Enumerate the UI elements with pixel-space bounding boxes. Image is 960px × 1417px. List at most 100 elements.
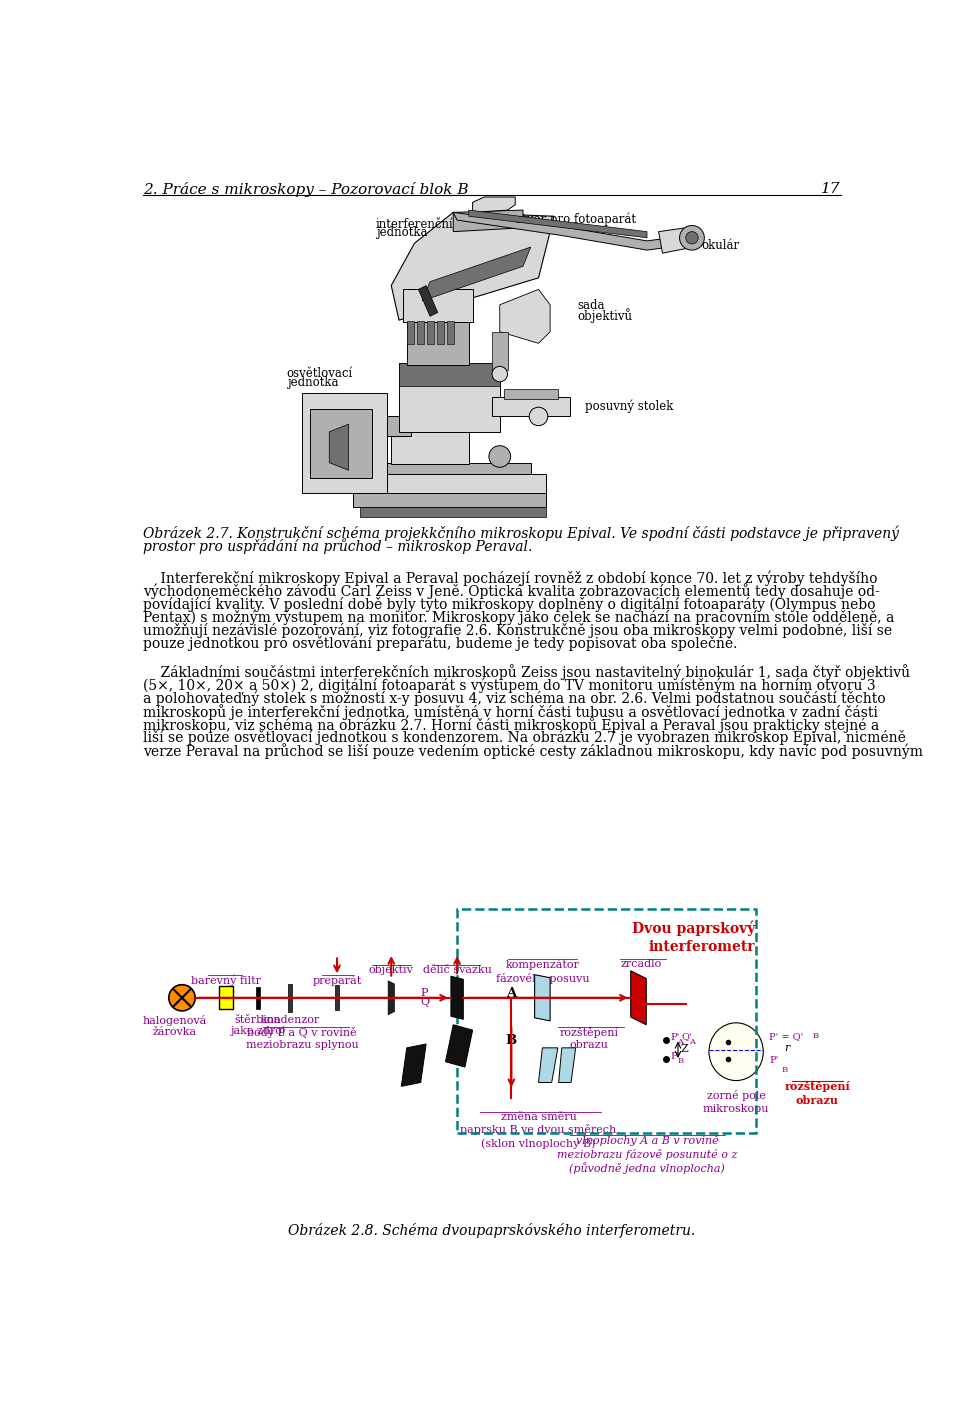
Bar — [407, 320, 468, 364]
Polygon shape — [453, 210, 523, 231]
Text: východoneměckého závodu Carl Zeiss v Jeně. Optická kvalita zobrazovacích element: východoneměckého závodu Carl Zeiss v Jen… — [143, 584, 880, 599]
Text: verze Peraval na průchod se liší pouze vedením optické cesty základnou mikroskop: verze Peraval na průchod se liší pouze v… — [143, 743, 924, 758]
Text: Základními součástmi interferekčních mikroskopů Zeiss jsou nastavitelný binokulá: Základními součástmi interferekčních mik… — [143, 665, 910, 680]
Bar — [417, 322, 423, 344]
Text: A: A — [689, 1037, 695, 1046]
Text: vlnoplochy A a B v rovině
meziobrazu fázově posunuté o z
(původně jedna vlnoploc: vlnoplochy A a B v rovině meziobrazu fáz… — [557, 1135, 737, 1175]
Text: objektiv: objektiv — [369, 965, 414, 975]
Circle shape — [680, 225, 705, 251]
Text: A: A — [677, 1037, 684, 1046]
Text: objektivů: objektivů — [577, 307, 633, 323]
Text: 17: 17 — [821, 181, 841, 196]
Bar — [392, 432, 468, 465]
Text: a polohovateďný stolek s možností x-y posuvu 4, viz schéma na obr. 2.6. Velmi po: a polohovateďný stolek s možností x-y po… — [143, 690, 886, 706]
Text: B: B — [781, 1066, 787, 1074]
Text: osvětlovací: osvětlovací — [287, 367, 352, 380]
Circle shape — [492, 367, 508, 381]
Text: kompenzátor
fázového posuvu: kompenzátor fázového posuvu — [495, 959, 589, 983]
Text: A: A — [506, 988, 516, 1000]
Bar — [302, 394, 388, 493]
Text: r: r — [783, 1043, 789, 1053]
Text: P': P' — [670, 1051, 680, 1061]
Text: rozštěpení
obrazu: rozštěpení obrazu — [784, 1081, 851, 1105]
Polygon shape — [453, 213, 670, 251]
Circle shape — [169, 985, 195, 1010]
Bar — [288, 983, 292, 1012]
Text: preparát: preparát — [312, 975, 362, 986]
Polygon shape — [329, 424, 348, 470]
Text: body P a Q v rovině
meziobrazu splynou: body P a Q v rovině meziobrazu splynou — [246, 1027, 358, 1050]
Text: změna směru
paprsku B ve dvou směrech
(sklon vlnoplochy B): změna směru paprsku B ve dvou směrech (s… — [461, 1112, 616, 1149]
Bar — [360, 507, 546, 517]
Text: barevný filtr: barevný filtr — [191, 975, 261, 986]
Bar — [504, 390, 558, 398]
Bar — [407, 322, 414, 344]
Text: interferenční: interferenční — [375, 218, 453, 231]
Text: (5×, 10×, 20× a 50×) 2, digitální fotoaparát s výstupem do TV monitoru umístěným: (5×, 10×, 20× a 50×) 2, digitální fotoap… — [143, 677, 876, 693]
Polygon shape — [388, 981, 395, 1015]
Bar — [388, 417, 411, 435]
Text: umožňují nezávislé pozorování, viz fotografie 2.6. Konstrukčně jsou oba mikrosko: umožňují nezávislé pozorování, viz fotog… — [143, 623, 893, 638]
Bar — [360, 475, 546, 496]
Bar — [256, 988, 260, 1009]
Text: Pentax) s možným výstupem na monitor. Mikroskopy jako celek se nachází na pracov: Pentax) s možným výstupem na monitor. Mi… — [143, 609, 895, 625]
Bar — [427, 322, 434, 344]
Bar — [399, 363, 500, 432]
Text: okulár: okulár — [701, 239, 739, 252]
Text: sada: sada — [577, 299, 605, 312]
Bar — [403, 289, 472, 322]
Polygon shape — [468, 210, 647, 238]
Polygon shape — [535, 975, 550, 1020]
Text: jednotka: jednotka — [287, 376, 338, 388]
Polygon shape — [399, 363, 500, 385]
Text: Q: Q — [420, 998, 430, 1007]
Bar — [457, 910, 756, 1132]
Text: povídající kvality. V poslední době byly tyto mikroskopy doplněny o digitální fo: povídající kvality. V poslední době byly… — [143, 597, 876, 612]
Text: Interferekční mikroskopy Epival a Peraval pocházejí rovněž z období konce 70. le: Interferekční mikroskopy Epival a Perava… — [143, 571, 877, 587]
Text: Q': Q' — [682, 1033, 692, 1041]
Bar — [335, 985, 339, 1010]
Text: P': P' — [770, 1057, 779, 1066]
Text: Obrázek 2.7. Konstrukční schéma projekkčního mikroskopu Epival. Ve spodní části : Obrázek 2.7. Konstrukční schéma projekkč… — [143, 526, 900, 541]
Text: mikroskopů je interferekční jednotka, umístěná v horní části tubusu a osvětlovac: mikroskopů je interferekční jednotka, um… — [143, 704, 878, 720]
Bar — [447, 322, 454, 344]
Bar — [352, 493, 546, 507]
Polygon shape — [392, 213, 554, 320]
Polygon shape — [451, 976, 464, 1019]
Text: mikroskopu, viz schéma na obrázku 2.7. Horní části mikroskopů Epival a Peraval j: mikroskopu, viz schéma na obrázku 2.7. H… — [143, 717, 879, 733]
Text: kondenzor: kondenzor — [261, 1015, 320, 1024]
Text: 2. Práce s mikroskopy – Pozorovací blok B: 2. Práce s mikroskopy – Pozorovací blok … — [143, 181, 468, 197]
Polygon shape — [659, 228, 693, 254]
Polygon shape — [631, 971, 646, 1024]
Text: B: B — [506, 1033, 517, 1047]
Text: Dvou paprskový
interferometr: Dvou paprskový interferometr — [632, 921, 756, 954]
Polygon shape — [445, 1024, 472, 1067]
Bar — [310, 408, 372, 478]
Text: zrcadlo: zrcadlo — [620, 959, 661, 969]
Bar — [492, 332, 508, 370]
Polygon shape — [539, 1047, 558, 1083]
Bar — [437, 322, 444, 344]
Text: pouze jednotkou pro osvětlování preparátu, budeme je tedy popisovat oba společně: pouze jednotkou pro osvětlování preparát… — [143, 636, 737, 650]
Text: liší se pouze osvětlovací jednotkou s kondenzorem. Na obrázku 2.7 je vyobrazen m: liší se pouze osvětlovací jednotkou s ko… — [143, 730, 906, 745]
Text: jednotka: jednotka — [375, 227, 427, 239]
Text: Obrázek 2.8. Schéma dvoupaprskóvského interferometru.: Obrázek 2.8. Schéma dvoupaprskóvského in… — [288, 1223, 696, 1238]
Text: prostor pro uspřádání na průchod – mikroskop Peraval.: prostor pro uspřádání na průchod – mikro… — [143, 538, 533, 554]
Circle shape — [685, 231, 698, 244]
Polygon shape — [401, 1044, 426, 1087]
Polygon shape — [500, 289, 550, 343]
Polygon shape — [472, 197, 516, 213]
Text: Z: Z — [681, 1044, 688, 1054]
Text: zorné pole
mikroskopu: zorné pole mikroskopu — [703, 1090, 769, 1114]
Polygon shape — [422, 247, 531, 300]
Text: dělič svazku: dělič svazku — [422, 965, 492, 975]
Text: P' = Q': P' = Q' — [770, 1032, 804, 1041]
Text: otvor pro fotoaparát: otvor pro fotoaparát — [516, 213, 636, 225]
Text: B: B — [812, 1032, 818, 1040]
Text: štěrbina
jako zdroj: štěrbina jako zdroj — [230, 1015, 286, 1036]
Text: rozštěpení
obrazu: rozštěpení obrazu — [560, 1027, 618, 1050]
Text: halogenová
žárovka: halogenová žárovka — [142, 1015, 206, 1037]
Text: P: P — [420, 988, 428, 998]
Bar — [375, 462, 531, 475]
Bar — [492, 397, 569, 417]
